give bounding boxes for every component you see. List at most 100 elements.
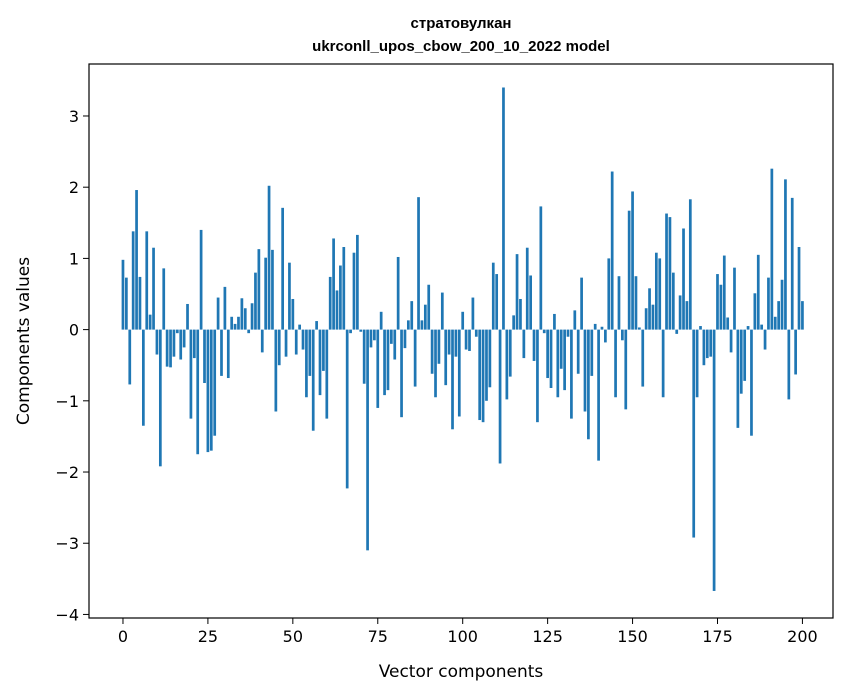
- bar-122: [536, 329, 539, 423]
- bar-176: [719, 284, 723, 330]
- bar-61: [328, 276, 332, 330]
- bar-86: [413, 329, 417, 387]
- bar-189: [763, 329, 767, 350]
- bar-93: [437, 329, 441, 364]
- bar-196: [787, 329, 791, 400]
- bar-157: [654, 252, 658, 330]
- y-tick-label: −1: [55, 392, 79, 411]
- bar-115: [512, 315, 516, 330]
- bar-162: [671, 272, 675, 330]
- bar-138: [590, 329, 594, 376]
- bar-38: [250, 303, 254, 330]
- bar-57: [315, 321, 318, 330]
- bar-136: [583, 329, 587, 412]
- bar-2: [128, 329, 132, 385]
- bar-109: [491, 262, 495, 330]
- bar-135: [580, 277, 583, 330]
- bar-174: [712, 329, 716, 591]
- bar-186: [753, 293, 757, 330]
- bar-141: [600, 326, 604, 330]
- bar-142: [604, 329, 607, 343]
- bar-185: [750, 329, 753, 436]
- bar-50: [291, 298, 295, 330]
- bar-26: [209, 329, 213, 451]
- bar-170: [699, 326, 702, 330]
- bar-1: [125, 277, 128, 330]
- bar-199: [797, 247, 801, 330]
- bar-79: [389, 329, 393, 344]
- bar-22: [196, 329, 200, 455]
- y-tick-label: 2: [69, 178, 79, 197]
- x-tick-label: 0: [118, 627, 128, 646]
- bar-150: [631, 191, 634, 330]
- x-tick-label: 25: [198, 627, 218, 646]
- bar-73: [369, 329, 373, 348]
- x-tick-label: 150: [617, 627, 648, 646]
- bar-56: [311, 329, 315, 431]
- bar-114: [508, 329, 512, 377]
- bar-126: [549, 329, 553, 388]
- bar-143: [607, 258, 611, 330]
- bar-69: [356, 234, 359, 330]
- bar-92: [434, 329, 437, 398]
- bar-105: [478, 329, 482, 421]
- bar-99: [457, 329, 461, 417]
- bar-64: [339, 265, 342, 330]
- bar-144: [610, 171, 614, 330]
- bar-177: [722, 255, 726, 330]
- bar-100: [461, 311, 465, 330]
- bar-193: [777, 301, 781, 330]
- bar-60: [325, 329, 329, 419]
- bar-44: [271, 249, 274, 330]
- bar-118: [522, 329, 526, 359]
- bar-163: [675, 329, 679, 334]
- bar-200: [801, 301, 804, 330]
- bar-8: [148, 314, 152, 330]
- bar-9: [152, 247, 155, 330]
- bar-112: [502, 87, 505, 330]
- x-axis-ticks: 0 25 50 75 100 125 150 175 200: [118, 618, 818, 646]
- bar-47: [281, 207, 285, 330]
- bar-145: [614, 329, 617, 398]
- bar-129: [559, 329, 563, 369]
- bar-7: [145, 231, 149, 330]
- bar-113: [505, 329, 509, 400]
- bar-171: [702, 329, 706, 366]
- bar-178: [726, 317, 730, 330]
- bar-191: [770, 168, 774, 330]
- bar-124: [542, 329, 546, 334]
- bar-18: [182, 329, 186, 348]
- bar-151: [634, 276, 638, 330]
- bar-164: [678, 295, 682, 330]
- bar-54: [305, 329, 308, 398]
- bar-49: [288, 262, 291, 330]
- bar-148: [624, 329, 628, 410]
- bar-104: [474, 329, 478, 337]
- bar-10: [155, 329, 159, 355]
- x-tick-label: 200: [787, 627, 818, 646]
- bar-125: [546, 329, 549, 379]
- bar-107: [485, 329, 488, 401]
- bar-12: [162, 268, 166, 330]
- bar-95: [444, 329, 448, 386]
- bar-139: [593, 323, 597, 330]
- bar-15: [172, 329, 176, 357]
- bar-116: [515, 254, 519, 330]
- bar-46: [277, 329, 281, 366]
- bar-111: [498, 329, 502, 464]
- bar-106: [481, 329, 485, 423]
- bar-119: [525, 247, 529, 330]
- bar-76: [379, 311, 383, 330]
- bar-146: [617, 276, 621, 330]
- bar-158: [658, 258, 662, 330]
- bar-43: [267, 185, 271, 330]
- bar-172: [705, 329, 709, 359]
- bar-190: [767, 277, 770, 330]
- bar-187: [756, 254, 760, 330]
- bar-89: [423, 304, 427, 330]
- bar-40: [257, 249, 261, 330]
- bar-34: [237, 316, 240, 330]
- bar-65: [342, 247, 346, 330]
- bar-58: [318, 329, 322, 396]
